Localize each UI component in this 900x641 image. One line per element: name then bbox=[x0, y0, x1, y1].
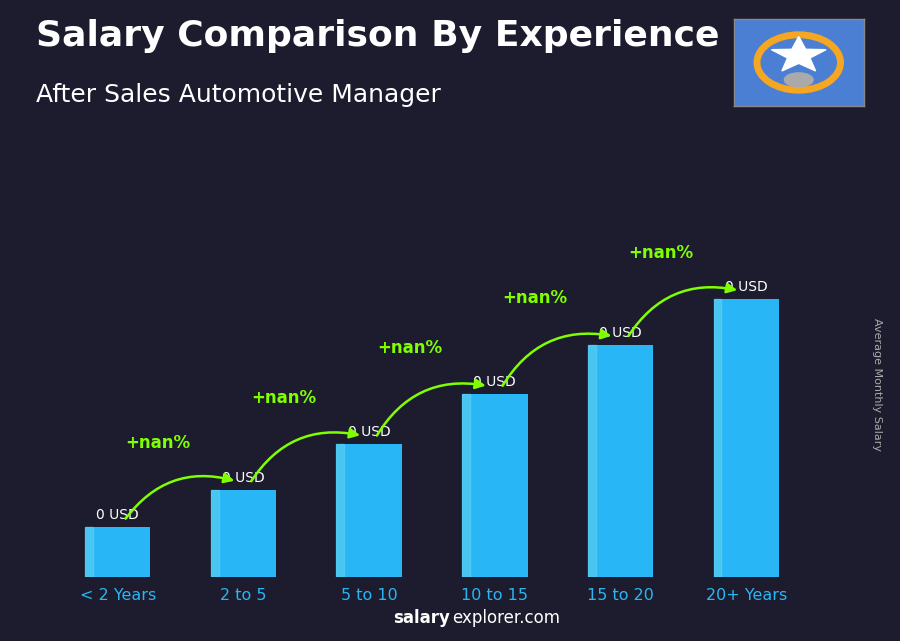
Polygon shape bbox=[771, 37, 826, 71]
Text: +nan%: +nan% bbox=[125, 435, 191, 453]
Text: 0 USD: 0 USD bbox=[599, 326, 642, 340]
Bar bbox=[337, 444, 401, 577]
Text: +nan%: +nan% bbox=[377, 339, 442, 357]
Bar bbox=[85, 527, 93, 577]
Text: After Sales Automotive Manager: After Sales Automotive Manager bbox=[36, 83, 441, 107]
Bar bbox=[588, 345, 653, 577]
Text: Salary Comparison By Experience: Salary Comparison By Experience bbox=[36, 19, 719, 53]
Text: 0 USD: 0 USD bbox=[724, 280, 768, 294]
Bar bbox=[211, 490, 219, 577]
Text: +nan%: +nan% bbox=[628, 244, 693, 262]
Bar bbox=[588, 345, 596, 577]
Bar bbox=[211, 490, 276, 577]
Bar bbox=[337, 444, 345, 577]
Bar bbox=[463, 394, 527, 577]
Text: +nan%: +nan% bbox=[502, 289, 568, 307]
Text: 0 USD: 0 USD bbox=[473, 376, 517, 390]
Bar bbox=[714, 299, 779, 577]
Bar bbox=[714, 299, 722, 577]
Text: salary: salary bbox=[393, 609, 450, 627]
Bar bbox=[85, 527, 150, 577]
Text: Average Monthly Salary: Average Monthly Salary bbox=[872, 318, 883, 451]
Bar bbox=[463, 394, 470, 577]
Text: 0 USD: 0 USD bbox=[347, 425, 391, 439]
Text: +nan%: +nan% bbox=[251, 389, 316, 407]
Text: explorer.com: explorer.com bbox=[452, 609, 560, 627]
Text: 0 USD: 0 USD bbox=[222, 471, 265, 485]
Ellipse shape bbox=[785, 73, 813, 87]
Text: 0 USD: 0 USD bbox=[96, 508, 140, 522]
